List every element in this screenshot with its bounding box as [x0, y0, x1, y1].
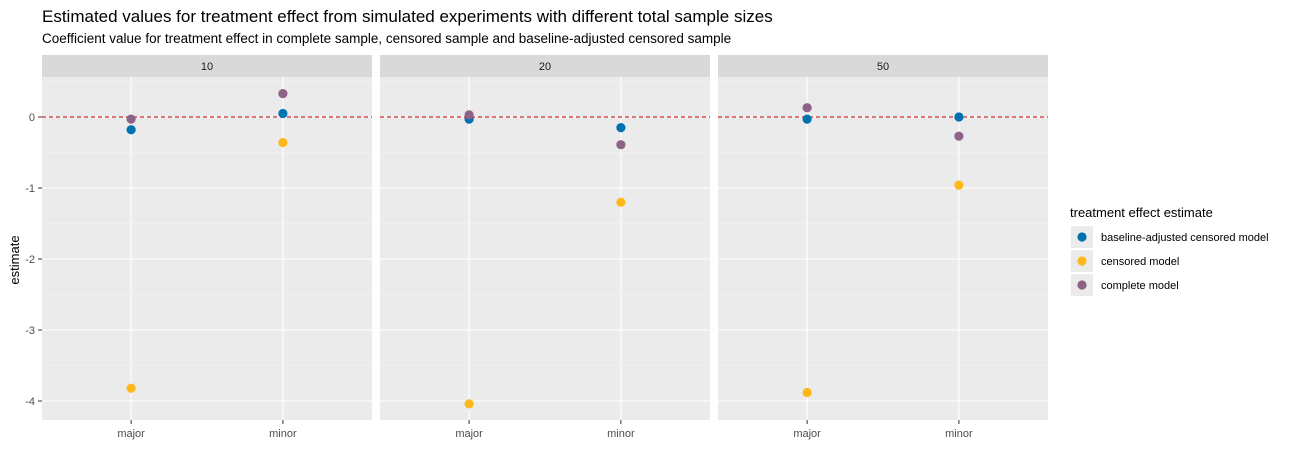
data-point [616, 197, 626, 207]
facet-strip-label: 50 [877, 61, 889, 73]
y-tick-label: -1 [25, 183, 35, 195]
facet-strip-label: 20 [539, 61, 551, 73]
data-point [278, 88, 288, 99]
data-point [278, 108, 288, 119]
panel-background [380, 77, 710, 420]
facet-strip [42, 55, 372, 77]
legend-title: treatment effect estimate [1070, 205, 1213, 220]
facet-panel-20: 20 major minor [380, 55, 710, 440]
data-point [126, 383, 136, 393]
legend-marker [1077, 256, 1087, 266]
facet-strip [718, 55, 1048, 77]
y-tick-label: -2 [25, 254, 35, 266]
legend: treatment effect estimate baseline-adjus… [1070, 205, 1269, 296]
facet-panel-50: 50 major minor [718, 55, 1048, 440]
legend-label: baseline-adjusted censored model [1101, 232, 1269, 244]
legend-item: complete model [1071, 274, 1179, 296]
x-tick-label: minor [945, 428, 973, 440]
data-point [616, 123, 626, 133]
data-point [954, 112, 964, 122]
chart-subtitle: Coefficient value for treatment effect i… [42, 31, 731, 46]
panel-background [718, 77, 1048, 420]
legend-item: baseline-adjusted censored model [1071, 226, 1269, 248]
data-point [464, 399, 474, 409]
x-tick-label: major [455, 428, 483, 440]
x-tick-label: minor [269, 428, 297, 440]
y-tick-label: -3 [25, 325, 35, 337]
y-tick-label: 0 [29, 112, 35, 124]
panel-background [42, 77, 372, 420]
data-point [954, 180, 964, 190]
data-point [126, 114, 136, 124]
data-point [126, 125, 136, 135]
facet-panel-10: 10 major minor [42, 55, 372, 440]
x-tick-label: minor [607, 428, 635, 440]
data-point [616, 140, 626, 150]
data-point [802, 387, 812, 398]
y-tick-label: -4 [25, 396, 35, 408]
facet-strip-label: 10 [201, 61, 213, 73]
legend-item: censored model [1071, 250, 1179, 272]
facet-strip [380, 55, 710, 77]
data-point [802, 114, 812, 124]
data-point [278, 137, 288, 148]
legend-marker [1077, 280, 1087, 290]
y-axis-title: estimate [7, 235, 22, 284]
x-tick-label: major [793, 428, 821, 440]
data-point [464, 110, 474, 120]
data-point [802, 103, 812, 113]
data-point [954, 131, 964, 141]
chart-title: Estimated values for treatment effect fr… [42, 7, 773, 26]
legend-label: censored model [1101, 256, 1179, 268]
legend-label: complete model [1101, 280, 1179, 292]
legend-marker [1077, 232, 1087, 242]
x-tick-label: major [117, 428, 145, 440]
facet-panels: 10 major minor 20 major minor 50 major minor [42, 55, 1048, 440]
y-axis: 0 -1 -2 -3 -4 [25, 112, 42, 408]
